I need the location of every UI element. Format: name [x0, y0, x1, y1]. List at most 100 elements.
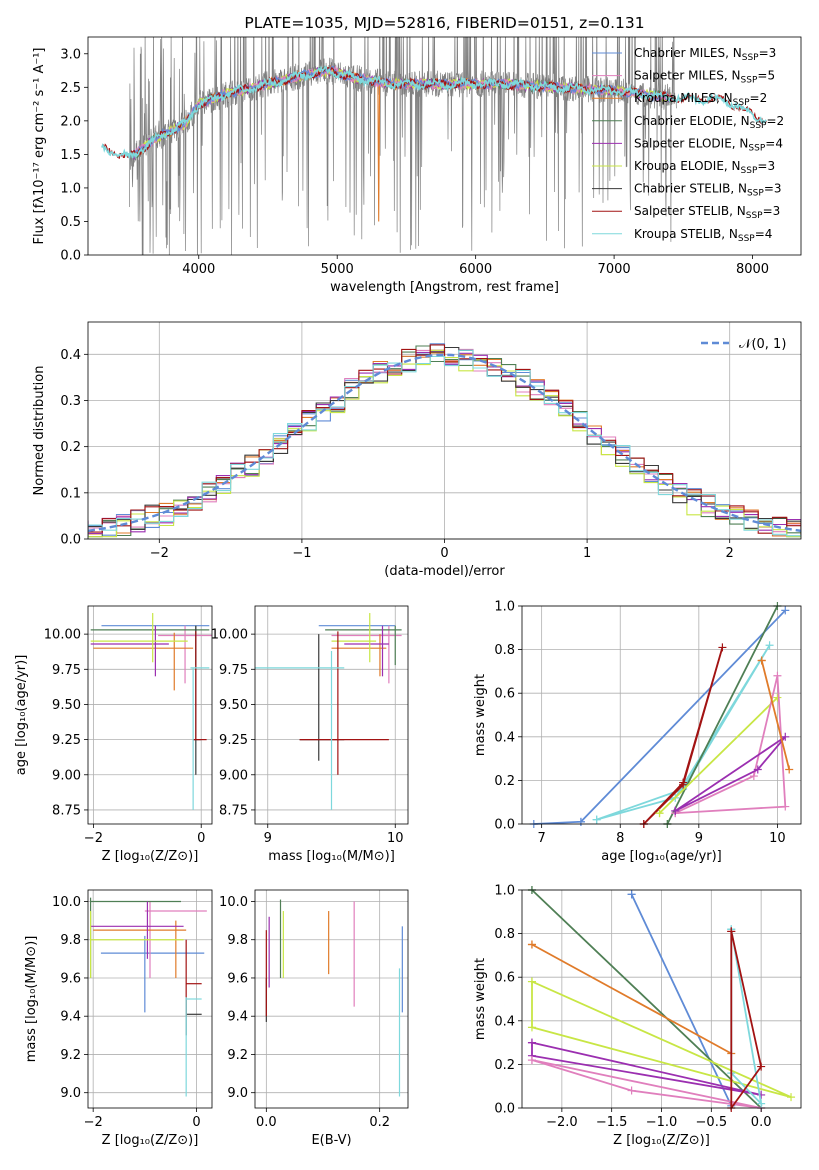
spectrum-panel: 4000 5000 6000 7000 8000 0.0 0.5 1.0 1.5 2.0 2.5 3…: [32, 14, 802, 295]
y-tick-label: 1.5: [60, 148, 81, 163]
x-tick-label: 9: [264, 831, 272, 846]
y-tick-label: 0.0: [494, 818, 515, 833]
y-tick-label: 9.6: [60, 971, 81, 986]
weight-marker: [765, 641, 774, 650]
weight-marker: [749, 772, 758, 781]
x-tick-label: −1.5: [596, 1115, 628, 1130]
y-tick-label: 10.00: [44, 628, 81, 643]
model-spectrum-kroupa-stelib: [101, 65, 767, 160]
x-tick-label: 0.2: [369, 1115, 390, 1130]
y-tick-label: 0.5: [60, 215, 81, 230]
mass-vs-ebv-xlabel: E(B-V): [311, 1133, 351, 1148]
y-tick-label: 0.6: [494, 687, 515, 702]
gauss-legend-label: 𝒩(0, 1): [739, 337, 786, 352]
y-tick-label: 0.1: [60, 486, 81, 501]
legend-entry: Kroupa STELIB, NSSP=4: [634, 227, 772, 244]
y-tick-label: 9.2: [60, 1048, 81, 1063]
y-tick-label: 0.2: [494, 774, 515, 789]
x-tick-label: −2.0: [546, 1115, 578, 1130]
x-tick-label: −1.0: [646, 1115, 678, 1130]
y-tick-label: 9.4: [60, 1010, 81, 1025]
x-tick-label: 5000: [321, 262, 354, 277]
weight-line-chabrier-miles: [533, 609, 786, 825]
x-tick-label: −2: [84, 831, 103, 846]
y-tick-label: 9.75: [219, 663, 248, 678]
age-vs-mass-panel: 9 10 8.75 9.00 9.25 9.50 9.75 10.00 mass [log₁₀…: [211, 605, 409, 864]
weight-line-salpeter-elodie: [531, 1041, 762, 1096]
y-tick-label: 0.2: [494, 1058, 515, 1073]
mass-vs-z-xlabel: Z [log₁₀(Z/Z⊙)]: [102, 1133, 199, 1148]
weight-marker: [679, 778, 688, 787]
weight-marker: [527, 1023, 536, 1032]
y-tick-label: 10.0: [219, 895, 248, 910]
age-vs-metallicity-panel: −2 0 8.75 9.00 9.25 9.50 9.75 10.00 Z [log₁₀(Z/…: [14, 605, 213, 864]
residual-histogram-kroupa-stelib: [88, 349, 801, 538]
y-tick-label: 9.25: [219, 733, 248, 748]
mass-vs-z-ylabel: mass [log₁₀(M/M⊙)]: [24, 936, 39, 1063]
weight-marker: [592, 815, 601, 824]
weight-marker: [655, 809, 664, 818]
y-tick-label: 10.0: [52, 895, 81, 910]
x-tick-label: −2: [150, 546, 169, 561]
y-tick-label: 0.8: [494, 927, 515, 942]
y-tick-label: 0.4: [60, 348, 81, 363]
y-tick-label: 9.00: [219, 768, 248, 783]
y-tick-label: 9.8: [60, 933, 81, 948]
weight-marker: [527, 1038, 536, 1047]
x-tick-label: 0: [192, 1115, 200, 1130]
y-tick-label: 1.0: [494, 884, 515, 899]
observed-spectrum: [129, 37, 677, 255]
y-tick-label: 0.2: [60, 440, 81, 455]
weight-marker: [753, 765, 762, 774]
x-tick-label: 10: [387, 831, 404, 846]
y-tick-label: 9.8: [227, 933, 248, 948]
weight-marker: [576, 817, 585, 826]
legend-entry: Salpeter ELODIE, NSSP=4: [634, 136, 783, 153]
spectrum-xlabel: wavelength [Angstrom, rest frame]: [330, 280, 559, 295]
legend-entry: Kroupa ELODIE, NSSP=3: [634, 159, 775, 176]
y-tick-label: 10.00: [211, 628, 248, 643]
y-tick-label: 8.75: [52, 803, 81, 818]
weight-marker: [757, 1090, 766, 1099]
weight-marker: [773, 693, 782, 702]
x-tick-label: 6000: [459, 262, 492, 277]
x-tick-label: 4000: [182, 262, 215, 277]
residuals-ylabel: Normed distribution: [32, 366, 47, 496]
weight-vs-z-ylabel: mass weight: [473, 958, 488, 1040]
y-tick-label: 1.0: [494, 600, 515, 615]
x-tick-label: 2: [726, 546, 734, 561]
age-vs-mass-xlabel: mass [log₁₀(M/M⊙)]: [268, 849, 395, 864]
legend-entry: Kroupa MILES, NSSP=2: [634, 91, 767, 108]
y-tick-label: 8.75: [219, 803, 248, 818]
weight-line-salpeter-stelib: [643, 647, 724, 825]
weight-line-kroupa-miles: [760, 660, 791, 770]
weight-marker: [627, 1086, 636, 1095]
spectrum-legend: Chabrier MILES, NSSP=3 Salpeter MILES, NS…: [592, 46, 784, 244]
weight-marker: [527, 1056, 536, 1065]
y-tick-label: 9.0: [227, 1086, 248, 1101]
y-tick-label: 0.0: [60, 249, 81, 264]
weight-vs-metallicity-panel: −2.0 −1.5 −1.0 −0.5 0.0 0.0 0.2 0.4 0.6 0.8 1.0 Z …: [473, 884, 802, 1148]
weight-marker: [757, 1099, 766, 1108]
y-tick-label: 9.75: [52, 663, 81, 678]
x-tick-label: 9: [695, 831, 703, 846]
y-tick-label: 9.50: [52, 698, 81, 713]
weight-marker: [627, 890, 636, 899]
y-tick-label: 0.4: [494, 730, 515, 745]
weight-marker: [527, 977, 536, 986]
y-tick-label: 1.0: [60, 181, 81, 196]
y-tick-label: 0.3: [60, 394, 81, 409]
y-tick-label: 9.25: [52, 733, 81, 748]
weight-line-salpeter-stelib: [730, 931, 763, 1111]
normal-distribution-curve: [88, 353, 801, 533]
weight-line-salpeter-elodie: [674, 736, 786, 812]
weight-vs-age-ylabel: mass weight: [473, 674, 488, 756]
y-tick-label: 9.6: [227, 971, 248, 986]
y-tick-label: 9.4: [227, 1010, 248, 1025]
residual-histogram-kroupa-elodie: [88, 349, 801, 538]
weight-line-kroupa-elodie: [531, 980, 792, 1098]
legend-entry: Salpeter STELIB, NSSP=3: [634, 204, 780, 221]
age-vs-z-xlabel: Z [log₁₀(Z/Z⊙)]: [102, 849, 199, 864]
age-vs-z-ylabel: age [log₁₀(age/yr)]: [14, 655, 29, 776]
